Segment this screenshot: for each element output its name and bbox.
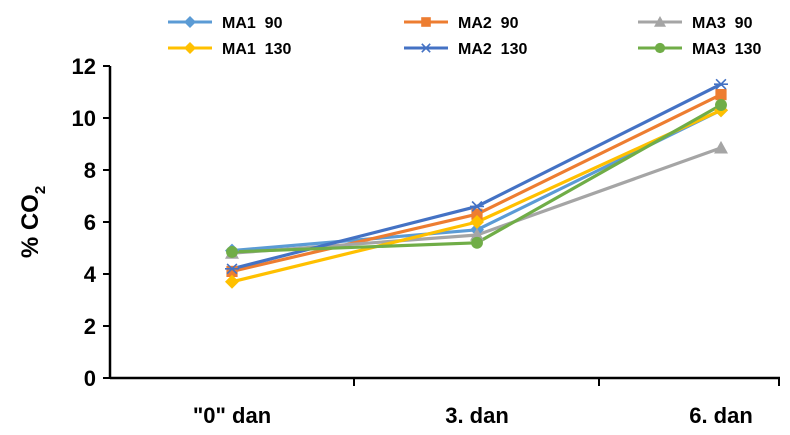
series-line-4 (231, 108, 722, 284)
data-point (715, 89, 727, 101)
legend: MA1 90 MA2 90 MA3 90 MA1 130 MA2 130 MA3 130 (168, 15, 761, 58)
data-point (470, 215, 484, 229)
y-tick-label: 8 (84, 158, 96, 183)
legend-label: MA3 90 (692, 15, 753, 32)
data-point (714, 78, 728, 90)
legend-label: MA2 130 (458, 41, 527, 58)
data-point (714, 140, 728, 154)
y-tick-label: 0 (84, 366, 96, 391)
legend-marker (420, 43, 432, 53)
legend-marker (654, 42, 666, 54)
data-point (470, 200, 484, 212)
legend-marker (654, 16, 666, 27)
data-point (470, 228, 484, 241)
legend-label: MA1 90 (222, 15, 283, 32)
series-lines (231, 82, 722, 284)
x-tick-label: "0" dan (193, 403, 271, 428)
x-tick-label: 3. dan (445, 403, 509, 428)
y-tick-label: 10 (72, 106, 96, 131)
data-point (471, 208, 483, 220)
data-point (225, 263, 239, 275)
y-tick-label: 12 (72, 54, 96, 79)
axes: 0 2 4 6 8 10 12 "0" dan 3. dan 6. dan (72, 54, 780, 428)
legend-marker (184, 42, 196, 54)
data-point (471, 236, 483, 249)
data-point (225, 274, 239, 289)
legend-label: MA2 90 (458, 15, 519, 32)
y-tick-label: 2 (84, 314, 96, 339)
legend-label: MA3 130 (692, 41, 761, 58)
data-point (715, 99, 727, 111)
data-point (226, 245, 238, 258)
y-tick-label: 4 (84, 262, 97, 287)
y-axis-title-main: % CO (17, 194, 44, 258)
data-point (226, 265, 238, 277)
series-markers (225, 78, 728, 289)
y-axis-title: % CO2 (17, 186, 49, 258)
legend-label: MA1 130 (222, 41, 291, 58)
y-axis-title-subscript: 2 (32, 186, 49, 194)
legend-marker (421, 17, 431, 27)
y-tick-label: 6 (84, 210, 96, 235)
legend-marker (184, 16, 196, 28)
x-tick-label: 6. dan (689, 403, 753, 428)
